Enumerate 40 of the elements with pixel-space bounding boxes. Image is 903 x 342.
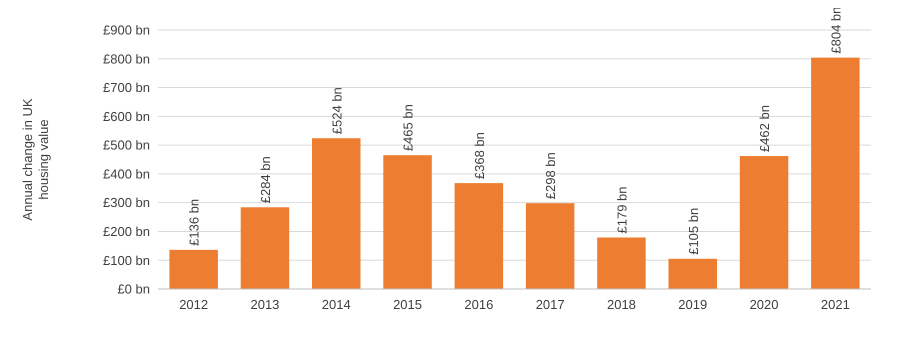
data-label: £298 bn bbox=[543, 152, 558, 200]
bar bbox=[240, 207, 290, 289]
data-label: £179 bn bbox=[614, 186, 630, 234]
x-tick-label: 2017 bbox=[536, 297, 565, 312]
bar bbox=[811, 58, 860, 289]
y-tick-label: £600 bn bbox=[103, 108, 150, 124]
y-tick-label: £300 bn bbox=[103, 195, 150, 210]
data-label: £284 bn bbox=[258, 156, 273, 204]
bar bbox=[740, 156, 788, 289]
y-tick-label: £800 bn bbox=[103, 51, 150, 66]
bar bbox=[454, 183, 504, 289]
data-label: £524 bn bbox=[329, 87, 344, 134]
y-axis-title: Annual change in UK housing value bbox=[20, 98, 51, 221]
data-label: £136 bn bbox=[186, 198, 202, 246]
x-tick-label: 2012 bbox=[179, 297, 208, 312]
bar bbox=[597, 237, 646, 289]
bar bbox=[312, 138, 360, 289]
y-tick-label: £900 bn bbox=[103, 22, 150, 38]
y-tick-label: £0 bn bbox=[117, 282, 150, 297]
x-tick-label: 2013 bbox=[250, 297, 280, 312]
x-tick-label: 2014 bbox=[322, 297, 351, 312]
data-label: £462 bn bbox=[757, 105, 772, 152]
y-tick-label: £700 bn bbox=[103, 80, 150, 96]
data-label: £368 bn bbox=[472, 132, 487, 180]
y-tick-label: £500 bn bbox=[103, 138, 150, 153]
bar bbox=[169, 250, 218, 289]
data-label: £465 bn bbox=[400, 104, 416, 152]
y-tick-label: £200 bn bbox=[103, 224, 150, 239]
bar bbox=[383, 155, 432, 289]
data-label: £105 bn bbox=[686, 208, 701, 255]
y-tick-label: £100 bn bbox=[103, 252, 150, 268]
bar bbox=[526, 203, 574, 289]
bar bbox=[668, 258, 717, 289]
x-tick-label: 2018 bbox=[606, 297, 636, 312]
y-tick-label: £400 bn bbox=[103, 166, 150, 182]
x-tick-label: 2021 bbox=[820, 297, 850, 312]
x-tick-label: 2016 bbox=[464, 297, 494, 312]
x-tick-label: 2015 bbox=[393, 297, 422, 312]
x-tick-label: 2019 bbox=[678, 297, 708, 312]
x-tick-label: 2020 bbox=[750, 297, 779, 312]
